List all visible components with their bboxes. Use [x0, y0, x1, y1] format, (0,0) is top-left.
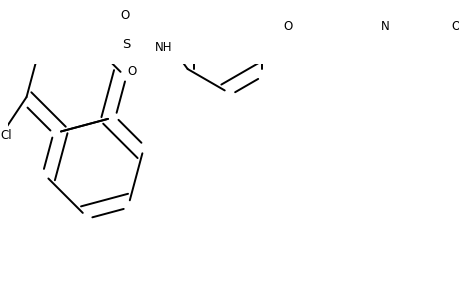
Text: O: O	[451, 20, 459, 33]
Text: NH: NH	[155, 41, 172, 54]
Text: O: O	[120, 9, 130, 22]
Text: N: N	[380, 20, 388, 33]
Text: O: O	[282, 20, 291, 33]
Text: S: S	[122, 38, 131, 51]
Text: O: O	[127, 65, 136, 78]
Text: Cl: Cl	[0, 129, 12, 142]
